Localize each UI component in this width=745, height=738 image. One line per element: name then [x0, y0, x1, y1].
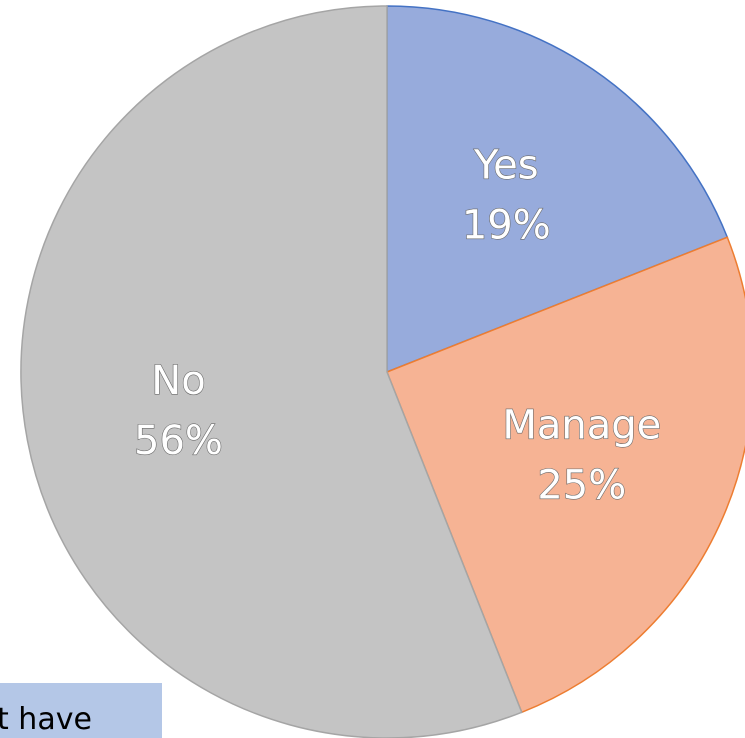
pie-slice	[386, 5, 729, 374]
slice-label: Yes	[473, 142, 539, 188]
slice-labels: Yes 19% Manage 25% No 56%	[133, 142, 661, 509]
annotation: t have	[0, 702, 92, 737]
annotation-background	[0, 683, 162, 738]
pie-slice	[386, 236, 745, 714]
annotation-box: t have	[0, 683, 162, 738]
slice-value-label: 19%	[462, 202, 551, 248]
slice-label: No	[151, 358, 205, 404]
pie	[20, 5, 745, 738]
slice-value-label: 56%	[134, 418, 223, 464]
slice-value-label: 25%	[537, 462, 626, 508]
pie-slice	[20, 5, 523, 738]
slice-label: Manage	[502, 402, 661, 448]
